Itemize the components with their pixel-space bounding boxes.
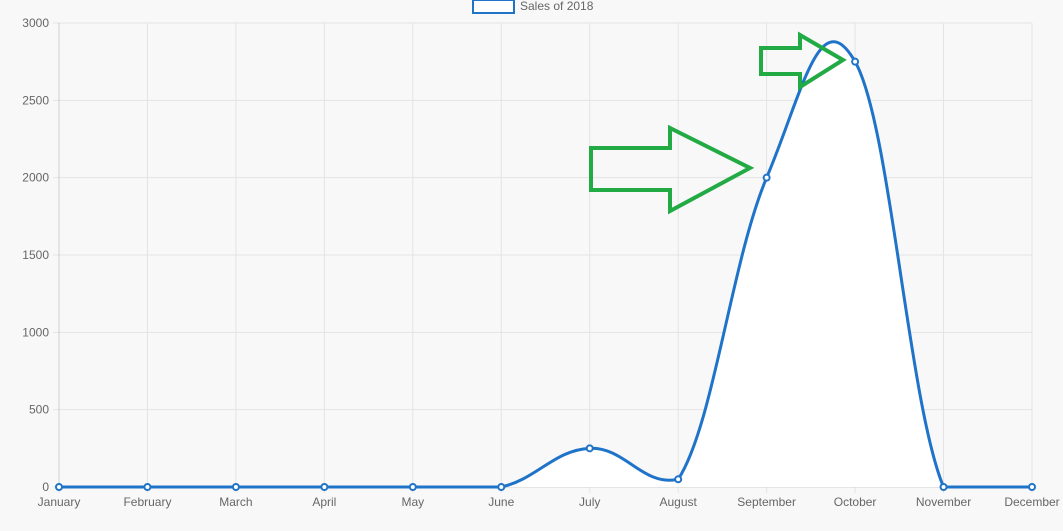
data-points [55, 57, 1036, 491]
data-point[interactable] [1028, 483, 1036, 491]
data-point[interactable] [851, 57, 860, 66]
annotation-arrow-september [589, 124, 755, 215]
x-tick-label: July [579, 495, 600, 509]
x-tick-label: April [312, 495, 336, 509]
x-tick-label: September [737, 495, 796, 509]
y-tick-label: 1000 [22, 325, 49, 339]
x-tick-label: June [488, 495, 514, 509]
x-tick-label: February [123, 495, 171, 509]
x-tick-label: May [401, 495, 424, 509]
data-point[interactable] [674, 475, 683, 484]
x-tick-label: January [38, 495, 81, 509]
series-line [58, 40, 1033, 489]
data-point[interactable] [497, 483, 506, 491]
x-tick-label: March [219, 495, 252, 509]
y-tick-label: 1500 [22, 248, 49, 262]
x-tick-label: August [660, 495, 698, 509]
data-point[interactable] [320, 483, 329, 491]
data-point[interactable] [143, 483, 152, 491]
x-tick-label: October [834, 495, 877, 509]
series-area-fill [59, 41, 1032, 487]
legend-label[interactable]: Sales of 2018 [520, 0, 594, 13]
y-tick-label: 3000 [22, 16, 49, 30]
data-point[interactable] [408, 483, 417, 491]
y-tick-label: 500 [29, 403, 49, 417]
legend-swatch[interactable] [472, 0, 515, 14]
data-point[interactable] [762, 173, 771, 182]
grid [53, 22, 1033, 493]
data-point[interactable] [939, 483, 948, 491]
annotation-arrow-october [759, 31, 847, 91]
y-tick-label: 2500 [22, 93, 49, 107]
x-tick-label: December [1004, 495, 1059, 509]
data-point[interactable] [585, 444, 594, 453]
y-axis-ticks: 0 500 1000 1500 2000 2500 3000 [22, 16, 49, 494]
x-tick-label: November [916, 495, 971, 509]
y-tick-label: 0 [42, 480, 49, 494]
x-axis-ticks: January February March April May June July Augu… [38, 495, 1060, 509]
data-point[interactable] [55, 483, 63, 491]
annotations [589, 31, 847, 215]
legend[interactable]: Sales of 2018 [472, 0, 594, 14]
data-point[interactable] [231, 483, 240, 491]
y-tick-label: 2000 [22, 171, 49, 185]
